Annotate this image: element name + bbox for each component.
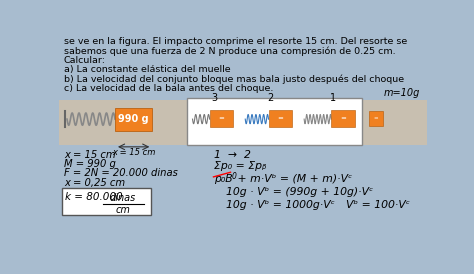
Text: sabemos que una fuerza de 2 N produce una compresión de 0.25 cm.: sabemos que una fuerza de 2 N produce un… (64, 47, 395, 56)
Text: =: = (277, 115, 283, 121)
Text: cm: cm (115, 205, 130, 215)
Text: se ve en la figura. El impacto comprime el resorte 15 cm. Del resorte se: se ve en la figura. El impacto comprime … (64, 38, 407, 47)
Text: b) La velocidad del conjunto bloque mas bala justo después del choque: b) La velocidad del conjunto bloque mas … (64, 75, 404, 84)
FancyBboxPatch shape (187, 98, 362, 144)
Text: 0: 0 (232, 172, 237, 181)
Text: 1  →  2: 1 → 2 (214, 150, 251, 160)
Text: a) La constante elástica del muelle: a) La constante elástica del muelle (64, 65, 230, 74)
Text: F = 2N = 20.000 dinas: F = 2N = 20.000 dinas (64, 169, 178, 178)
Text: M = 990 g: M = 990 g (64, 159, 116, 169)
Text: p₀B: p₀B (214, 174, 233, 184)
FancyBboxPatch shape (210, 110, 233, 127)
Text: 10g · Vᵇ = (990g + 10g)·Vᶜ: 10g · Vᵇ = (990g + 10g)·Vᶜ (226, 187, 373, 197)
FancyBboxPatch shape (59, 100, 427, 144)
Text: dinas: dinas (109, 193, 136, 203)
Text: c) La velocidad de la bala antes del choque.: c) La velocidad de la bala antes del cho… (64, 84, 273, 93)
Text: m=10g: m=10g (384, 88, 420, 98)
Text: x = 15 cm: x = 15 cm (64, 150, 116, 160)
Text: Calcular:: Calcular: (64, 56, 106, 65)
Text: 990 g: 990 g (118, 114, 149, 124)
Text: Vᵇ = 100·Vᶜ: Vᵇ = 100·Vᶜ (346, 200, 410, 210)
Text: k = 80.000: k = 80.000 (65, 192, 123, 201)
Text: 10g · Vᵇ = 1000g·Vᶜ: 10g · Vᵇ = 1000g·Vᶜ (226, 200, 335, 210)
Text: Σp₀ = Σpᵦ: Σp₀ = Σpᵦ (214, 161, 266, 172)
FancyBboxPatch shape (268, 110, 292, 127)
Text: + m·Vᵇ = (M + m)·Vᶜ: + m·Vᵇ = (M + m)·Vᶜ (234, 174, 352, 184)
Text: 2: 2 (267, 93, 273, 103)
FancyBboxPatch shape (115, 108, 152, 131)
FancyBboxPatch shape (331, 110, 355, 127)
Text: 3: 3 (211, 93, 217, 103)
Text: =: = (340, 115, 346, 121)
Text: x = 0,25 cm: x = 0,25 cm (64, 178, 125, 188)
FancyBboxPatch shape (369, 111, 383, 126)
FancyBboxPatch shape (63, 189, 152, 215)
Text: =: = (219, 115, 224, 121)
Text: =: = (374, 116, 379, 121)
Text: x = 15 cm: x = 15 cm (112, 149, 155, 157)
Text: 1: 1 (330, 93, 336, 103)
